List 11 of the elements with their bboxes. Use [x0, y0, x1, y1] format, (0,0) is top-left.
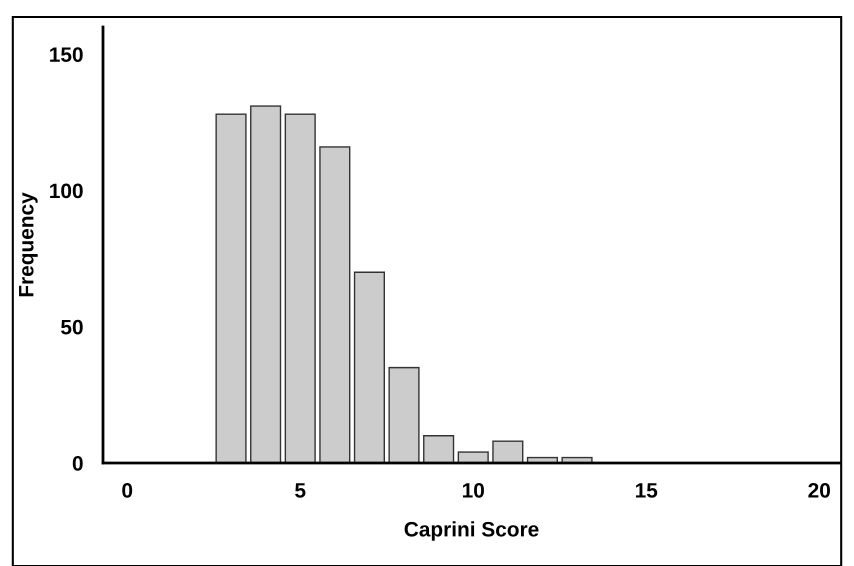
x-tick-label: 5	[295, 483, 306, 498]
x-tick-label: 0	[122, 482, 132, 498]
y-tick-label: 150	[50, 47, 83, 62]
x-tick-label: 10	[462, 482, 484, 498]
y-axis-title: Frequency	[19, 192, 38, 296]
x-tick-label: 15	[636, 483, 658, 498]
y-tick-label: 50	[61, 320, 83, 335]
x-axis-title: Caprini Score	[404, 521, 539, 541]
y-tick-label: 100	[50, 184, 83, 198]
x-tick-label: 20	[808, 482, 830, 498]
y-tick-label: 0	[72, 456, 83, 471]
